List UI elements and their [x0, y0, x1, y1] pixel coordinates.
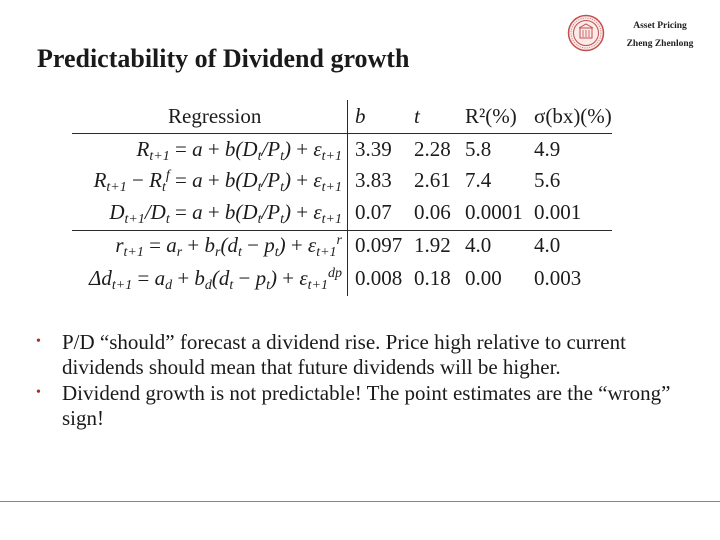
cell-t: 0.06: [414, 200, 451, 224]
bullet-text: P/D “should” forecast a dividend rise. P…: [62, 330, 626, 379]
table-header-rule: [72, 133, 612, 134]
footer-rule: [0, 501, 720, 502]
cell-sigma: 4.9: [534, 137, 561, 161]
cell-b: 0.097: [355, 233, 403, 257]
author-name: Zheng Zhenlong: [626, 39, 694, 49]
cell-b: 0.07: [355, 200, 392, 224]
cell-b: 3.39: [355, 137, 392, 161]
cell-r2: 7.4: [465, 168, 492, 192]
regression-equation: Δdt+1 = ad + bd(dt − pt) + εt+1dp: [89, 266, 342, 293]
list-item: • Dividend growth is not predictable! Th…: [36, 381, 676, 430]
cell-b: 3.83: [355, 168, 392, 192]
cell-sigma: 0.003: [534, 266, 582, 290]
header-t: t: [414, 104, 420, 128]
regression-equation: Rt+1 − Rtf = a + b(Dt/Pt) + εt+1: [93, 168, 342, 195]
header-meta: Asset Pricing Zheng Zhenlong: [612, 17, 708, 53]
bullet-icon: •: [36, 385, 41, 400]
regression-equation: Dt+1/Dt = a + b(Dt/Pt) + εt+1: [109, 200, 342, 227]
cell-r2: 5.8: [465, 137, 492, 161]
cell-t: 1.92: [414, 233, 451, 257]
cell-sigma: 5.6: [534, 168, 561, 192]
header-b: b: [355, 104, 366, 128]
cell-sigma: 4.0: [534, 233, 561, 257]
university-seal-icon: [567, 14, 605, 52]
header-r2: R²(%): [465, 104, 517, 128]
list-item: • P/D “should” forecast a dividend rise.…: [36, 330, 676, 379]
cell-r2: 0.0001: [465, 200, 523, 224]
table-column-rule: [347, 100, 348, 296]
table-group-rule: [72, 230, 612, 231]
bullet-list: • P/D “should” forecast a dividend rise.…: [36, 330, 676, 432]
cell-b: 0.008: [355, 266, 403, 290]
cell-sigma: 0.001: [534, 200, 582, 224]
bullet-text: Dividend growth is not predictable! The …: [62, 381, 671, 430]
header-regression: Regression: [168, 104, 262, 128]
cell-r2: 4.0: [465, 233, 492, 257]
cell-t: 0.18: [414, 266, 451, 290]
header-sigma: σ(bx)(%): [534, 104, 612, 128]
page-title: Predictability of Dividend growth: [37, 44, 410, 73]
cell-t: 2.28: [414, 137, 451, 161]
course-name: Asset Pricing: [633, 21, 687, 31]
regression-equation: Rt+1 = a + b(Dt/Pt) + εt+1: [136, 137, 342, 164]
cell-r2: 0.00: [465, 266, 502, 290]
cell-t: 2.61: [414, 168, 451, 192]
regression-table: Regression b t R²(%) σ(bx)(%) Rt+1 = a +…: [72, 100, 612, 296]
bullet-icon: •: [36, 334, 41, 349]
regression-equation: rt+1 = ar + br(dt − pt) + εt+1r: [115, 233, 342, 260]
